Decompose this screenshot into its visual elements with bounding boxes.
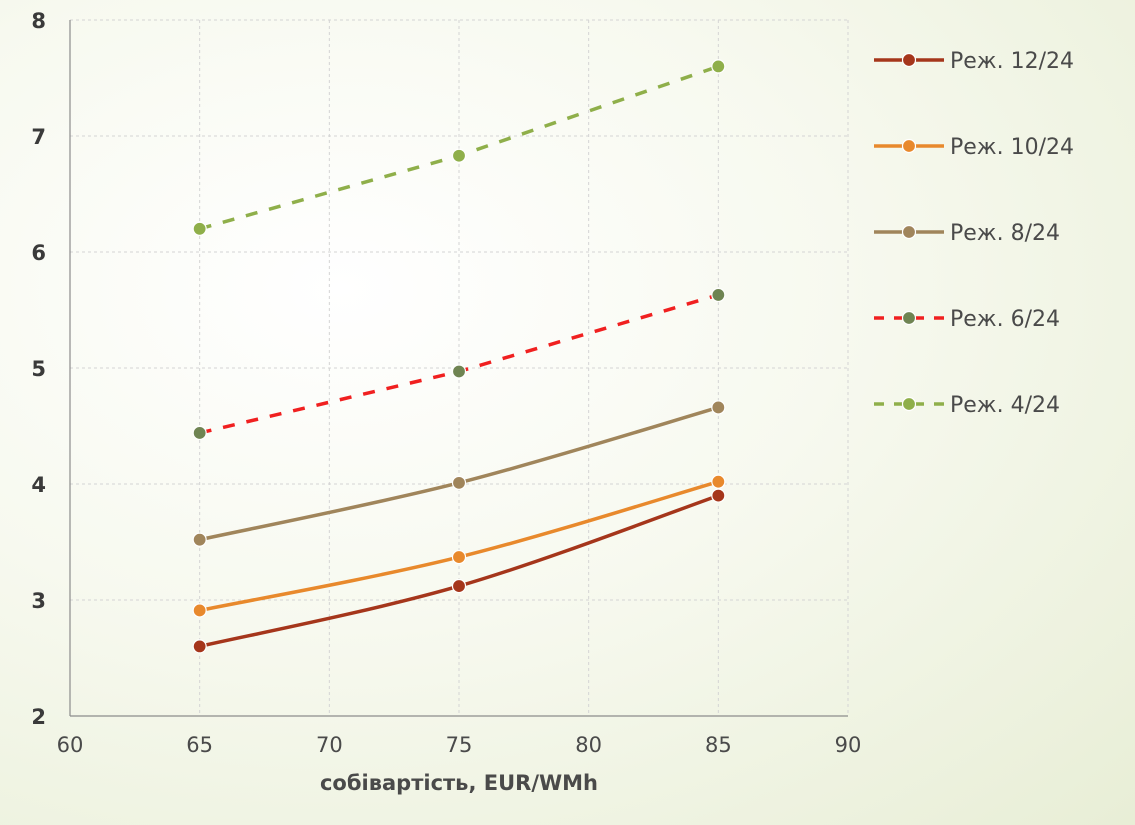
legend-label: Реж. 4/24 <box>950 393 1060 418</box>
x-tick-label: 65 <box>186 733 213 757</box>
data-point <box>451 148 467 163</box>
series-layer <box>192 59 726 654</box>
y-tick-labels: 2 3 4 5 6 7 8 <box>31 9 46 729</box>
x-tick-label: 80 <box>575 733 602 757</box>
data-point <box>451 364 467 379</box>
data-point <box>192 603 207 618</box>
data-point <box>451 549 467 565</box>
data-point <box>711 474 726 489</box>
legend-item: Реж. 6/24 <box>874 307 1060 332</box>
x-tick-label: 90 <box>835 733 862 757</box>
legend-label: Реж. 6/24 <box>950 307 1060 332</box>
x-axis-label: собівартість, EUR/WMh <box>320 771 598 795</box>
x-tick-label: 75 <box>446 733 473 757</box>
legend-item: Реж. 10/24 <box>874 135 1074 160</box>
data-point <box>192 221 207 236</box>
data-point <box>711 59 726 74</box>
legend-swatch-marker <box>901 138 917 154</box>
legend-swatch-marker <box>901 310 917 326</box>
x-tick-label: 70 <box>316 733 343 757</box>
y-tick-label: 7 <box>31 125 46 149</box>
y-tick-label: 8 <box>31 9 46 33</box>
legend-swatch-marker <box>901 224 917 240</box>
axes <box>69 20 848 717</box>
legend-label: Реж. 8/24 <box>950 221 1060 246</box>
legend-item: Реж. 4/24 <box>874 393 1060 418</box>
data-point <box>711 488 726 503</box>
data-point <box>192 532 207 547</box>
data-point <box>711 287 726 303</box>
data-point <box>451 578 467 594</box>
y-tick-label: 5 <box>31 357 46 381</box>
legend-label: Реж. 12/24 <box>950 49 1074 74</box>
legend-item: Реж. 12/24 <box>874 49 1074 74</box>
y-tick-label: 6 <box>31 241 46 265</box>
legend-label: Реж. 10/24 <box>950 135 1074 160</box>
data-point <box>711 400 726 415</box>
y-tick-label: 3 <box>31 589 46 613</box>
x-tick-label: 85 <box>705 733 732 757</box>
y-tick-label: 4 <box>31 473 46 497</box>
legend-swatch-marker <box>901 396 917 412</box>
x-tick-label: 60 <box>57 733 84 757</box>
legend-item: Реж. 8/24 <box>874 221 1060 246</box>
y-tick-label: 2 <box>31 705 46 729</box>
data-point <box>192 639 207 654</box>
data-point <box>192 425 207 441</box>
legend-swatch-marker <box>901 52 917 68</box>
x-tick-labels: 60 65 70 75 80 85 90 <box>57 733 862 757</box>
legend: Реж. 12/24 Реж. 10/24 Реж. 8/24 Реж. 6/24 Ре… <box>874 49 1074 418</box>
data-point <box>451 475 467 490</box>
